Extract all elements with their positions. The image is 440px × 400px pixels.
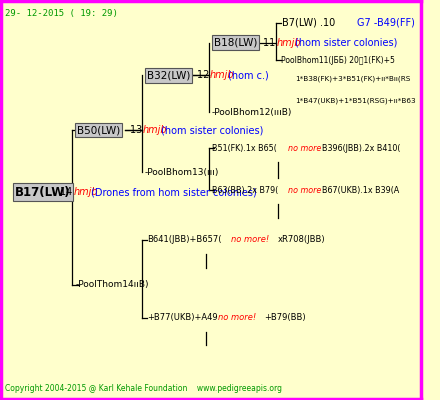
Text: no more: no more bbox=[288, 186, 322, 194]
Text: hmjb: hmjb bbox=[210, 70, 235, 80]
Text: no more!: no more! bbox=[231, 235, 269, 244]
Text: 12: 12 bbox=[197, 70, 212, 80]
Text: B51(FK).1x B65(: B51(FK).1x B65( bbox=[212, 144, 277, 153]
Text: B63(BB).2x B79(: B63(BB).2x B79( bbox=[212, 186, 278, 194]
Text: no more: no more bbox=[288, 144, 322, 153]
Text: hmjb: hmjb bbox=[143, 125, 168, 135]
Text: -PoolBhom13(ııı): -PoolBhom13(ııı) bbox=[145, 168, 219, 176]
Text: 13: 13 bbox=[130, 125, 145, 135]
Text: (hom c.): (hom c.) bbox=[228, 70, 269, 80]
Text: +B77(UKB)+A49: +B77(UKB)+A49 bbox=[147, 313, 217, 322]
Text: -PoolBhom12(ıııB): -PoolBhom12(ıııB) bbox=[212, 108, 292, 117]
Text: 1*B38(FK)+3*B51(FK)+ıı*Bıı(RS: 1*B38(FK)+3*B51(FK)+ıı*Bıı(RS bbox=[295, 75, 410, 82]
Text: (Drones from hom sister colonies): (Drones from hom sister colonies) bbox=[92, 187, 257, 197]
Text: B7(LW) .10: B7(LW) .10 bbox=[282, 18, 336, 28]
Text: (hom sister colonies): (hom sister colonies) bbox=[295, 38, 397, 48]
Text: 11: 11 bbox=[264, 38, 279, 48]
Text: G7 -B49(FF): G7 -B49(FF) bbox=[357, 18, 415, 28]
Text: 1*B47(UKB)+1*B51(RSG)+ıı*B63: 1*B47(UKB)+1*B51(RSG)+ıı*B63 bbox=[295, 97, 415, 104]
Text: B396(JBB).2x B410(: B396(JBB).2x B410( bbox=[322, 144, 400, 153]
Text: B641(JBB)+B657(: B641(JBB)+B657( bbox=[147, 235, 221, 244]
Text: hmjb: hmjb bbox=[277, 38, 301, 48]
Text: (hom sister colonies): (hom sister colonies) bbox=[161, 125, 264, 135]
Text: PoolBhom11(JББ) 20ጥ1(FK)+5: PoolBhom11(JББ) 20ጥ1(FK)+5 bbox=[281, 56, 394, 65]
Text: B50(LW): B50(LW) bbox=[77, 125, 121, 135]
Text: B67(UKB).1x B39(A: B67(UKB).1x B39(A bbox=[322, 186, 399, 194]
Text: no more!: no more! bbox=[217, 313, 256, 322]
Text: 29- 12-2015 ( 19: 29): 29- 12-2015 ( 19: 29) bbox=[4, 9, 117, 18]
Text: B32(LW): B32(LW) bbox=[147, 70, 190, 80]
Text: xR708(JBB): xR708(JBB) bbox=[278, 235, 325, 244]
Text: 14: 14 bbox=[60, 187, 75, 197]
Text: hmjb: hmjb bbox=[73, 187, 98, 197]
Text: B17(LW): B17(LW) bbox=[15, 186, 71, 198]
Text: B18(LW): B18(LW) bbox=[214, 38, 257, 48]
Text: Copyright 2004-2015 @ Karl Kehale Foundation    www.pedigreeapis.org: Copyright 2004-2015 @ Karl Kehale Founda… bbox=[4, 384, 282, 393]
Text: +B79(BB): +B79(BB) bbox=[264, 313, 306, 322]
Text: -PoolThom14ııB): -PoolThom14ııB) bbox=[75, 280, 149, 289]
